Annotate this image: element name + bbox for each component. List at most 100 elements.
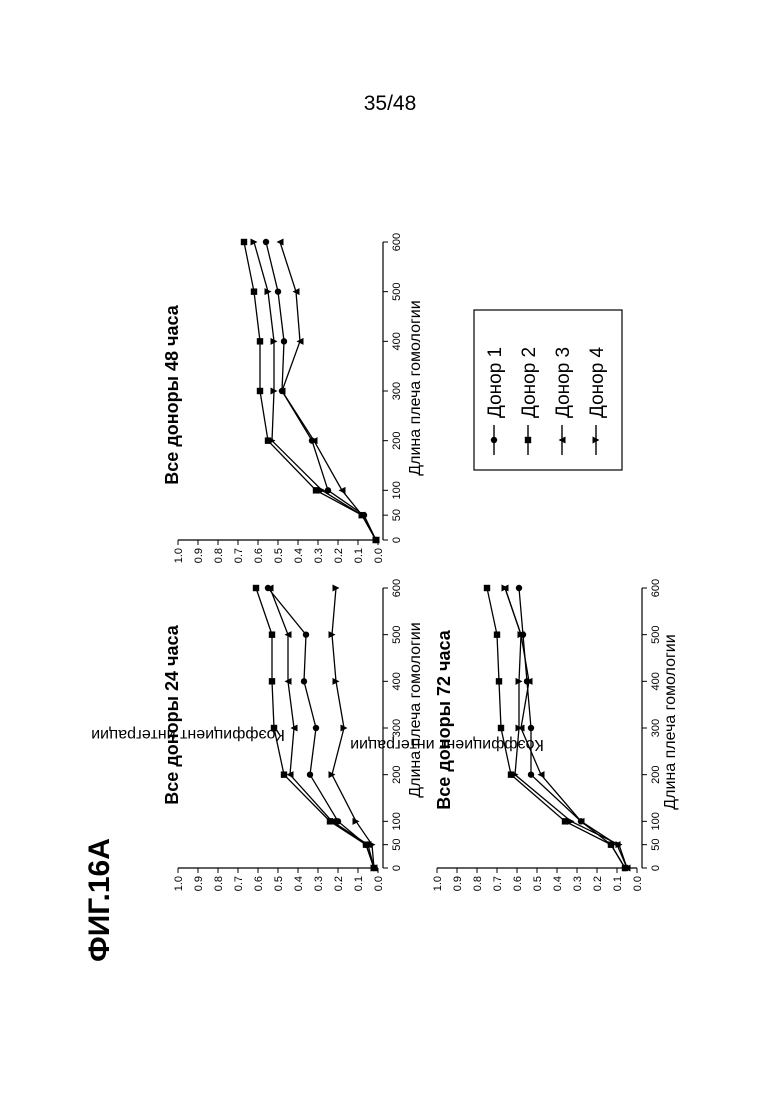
value-tick-label: 0.1	[353, 548, 365, 563]
value-tick-label: 0.5	[273, 548, 285, 563]
value-tick-label: 0.6	[512, 876, 524, 891]
data-point	[303, 631, 309, 637]
value-tick-label: 0.8	[213, 876, 225, 891]
x-tick-label: 500	[391, 282, 403, 300]
value-tick-label: 0.6	[253, 876, 265, 891]
data-point	[496, 678, 502, 684]
data-point	[253, 585, 259, 591]
value-tick-label: 0.5	[273, 876, 285, 891]
chart-title: Все доноры 24 часа	[162, 624, 182, 804]
data-point	[251, 239, 258, 246]
data-point	[307, 771, 313, 777]
data-point	[275, 288, 281, 294]
legend-marker	[525, 437, 531, 443]
data-point	[271, 725, 277, 731]
value-tick-label: 0.0	[373, 876, 385, 891]
chart-48h: 0.00.10.20.30.40.50.60.70.80.91.00501002…	[162, 233, 424, 563]
value-tick-label: 0.7	[492, 876, 504, 891]
data-point	[528, 725, 534, 731]
x-tick-label: 300	[391, 382, 403, 400]
x-tick-label: 600	[391, 233, 403, 251]
data-point	[538, 771, 545, 778]
x-tick-label: 400	[650, 672, 662, 690]
value-tick-label: 0.3	[313, 548, 325, 563]
value-tick-label: 0.5	[532, 876, 544, 891]
x-tick-label: 50	[650, 839, 662, 851]
legend: Донор 1Донор 2Донор 3Донор 4	[474, 310, 622, 470]
chart-title: Все доноры 72 часа	[434, 629, 454, 809]
series-4	[251, 239, 380, 544]
x-tick-label: 0	[650, 865, 662, 871]
x-tick-label: 400	[391, 332, 403, 350]
data-point	[562, 818, 568, 824]
value-tick-label: 0.3	[313, 876, 325, 891]
data-point	[257, 338, 263, 344]
value-tick-label: 0.0	[632, 876, 644, 891]
value-tick-label: 0.1	[353, 876, 365, 891]
data-point	[281, 338, 287, 344]
y-axis-title: Коэффициент интеграции	[91, 726, 285, 743]
value-tick-label: 0.1	[612, 876, 624, 891]
series-4	[329, 585, 378, 872]
value-tick-label: 1.0	[173, 548, 185, 563]
data-point	[498, 725, 504, 731]
legend-label: Донор 1	[485, 347, 506, 418]
x-tick-label: 100	[650, 812, 662, 830]
x-tick-label: 100	[391, 481, 403, 499]
data-point	[313, 487, 319, 493]
data-point	[494, 631, 500, 637]
series-3	[277, 239, 380, 544]
series-line	[487, 588, 625, 868]
y-axis-title: Коэффициент интеграции	[350, 736, 544, 753]
data-point	[277, 239, 284, 246]
series-1	[516, 585, 628, 871]
data-point	[516, 585, 522, 591]
x-tick-label: 200	[650, 765, 662, 783]
x-tick-label: 600	[391, 579, 403, 597]
value-tick-label: 0.2	[333, 876, 345, 891]
series-2	[241, 239, 379, 543]
chart-title: Все доноры 48 часа	[162, 304, 182, 484]
x-axis-title: Длина плеча гомологии	[662, 634, 679, 809]
x-axis-title: Длина плеча гомологии	[407, 622, 424, 797]
data-point	[301, 678, 307, 684]
value-tick-label: 0.4	[293, 876, 305, 891]
x-tick-label: 200	[391, 765, 403, 783]
value-tick-label: 0.9	[193, 876, 205, 891]
data-point	[269, 631, 275, 637]
data-point	[484, 585, 490, 591]
data-point	[251, 288, 257, 294]
data-point	[269, 678, 275, 684]
value-tick-label: 0.6	[253, 548, 265, 563]
data-point	[528, 771, 534, 777]
value-tick-label: 1.0	[432, 876, 444, 891]
value-tick-label: 1.0	[173, 876, 185, 891]
x-tick-label: 500	[650, 625, 662, 643]
series-2	[484, 585, 628, 871]
data-point	[339, 487, 346, 494]
value-tick-label: 0.9	[452, 876, 464, 891]
x-tick-label: 300	[650, 719, 662, 737]
legend-label: Донор 3	[553, 347, 574, 418]
value-tick-label: 0.0	[373, 548, 385, 563]
x-tick-label: 0	[391, 537, 403, 543]
value-tick-label: 0.3	[572, 876, 584, 891]
chart-24h: 0.00.10.20.30.40.50.60.70.80.91.00501002…	[91, 579, 424, 891]
x-tick-label: 200	[391, 431, 403, 449]
value-tick-label: 0.7	[233, 548, 245, 563]
legend-label: Донор 2	[519, 347, 540, 418]
value-tick-label: 0.9	[193, 548, 205, 563]
data-point	[257, 388, 263, 394]
value-tick-label: 0.2	[333, 548, 345, 563]
series-line	[244, 242, 376, 540]
x-tick-label: 400	[391, 672, 403, 690]
legend-marker	[491, 437, 497, 443]
value-tick-label: 0.8	[213, 548, 225, 563]
x-tick-label: 300	[391, 719, 403, 737]
series-line	[280, 242, 376, 540]
value-tick-label: 0.4	[293, 548, 305, 563]
data-point	[263, 239, 269, 245]
x-tick-label: 100	[391, 812, 403, 830]
data-point	[281, 771, 287, 777]
